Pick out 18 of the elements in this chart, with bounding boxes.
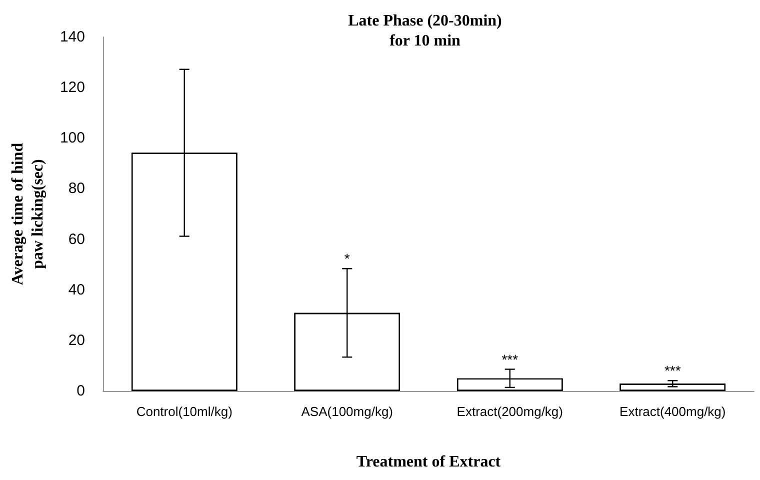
y-tick-label: 0 [76, 382, 85, 400]
x-tick-label: ASA(100mg/kg) [301, 404, 394, 419]
annotation: * [344, 250, 350, 267]
y-tick-label: 40 [68, 281, 85, 298]
y-axis-title: Average time of hind paw licking(sec) [10, 142, 46, 286]
x-tick-label: Extract(200mg/kg) [456, 404, 563, 419]
y-tick-label: 140 [60, 28, 85, 46]
chart-title: Late Phase (20-30min) for 10 min [348, 12, 502, 50]
x-axis-title: Treatment of Extract [356, 454, 502, 470]
y-tick-label: 60 [68, 230, 85, 248]
x-tick-label: Extract(400mg/kg) [620, 404, 726, 419]
y-tick-label: 80 [68, 180, 85, 198]
annotation: *** [664, 362, 682, 379]
x-tick-label: Control(10ml/kg) [136, 404, 232, 419]
y-tick-label: 120 [60, 79, 85, 96]
y-tick-label: 100 [60, 130, 85, 147]
annotation: *** [502, 351, 519, 368]
y-tick-label: 20 [68, 332, 85, 349]
